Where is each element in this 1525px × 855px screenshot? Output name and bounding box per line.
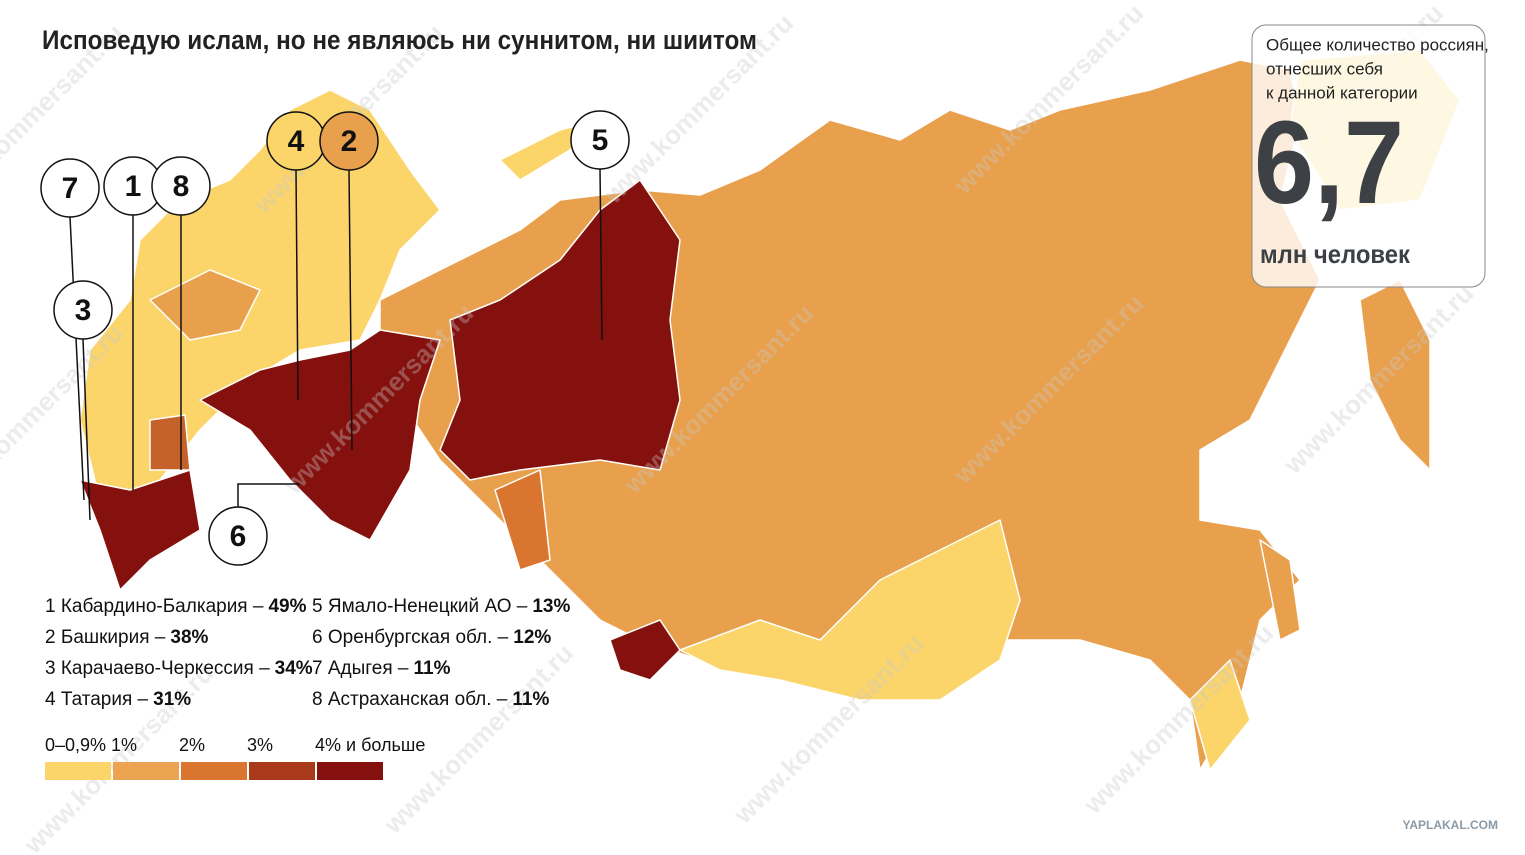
- callouts: 7 1 8 3 4 2 5 6: [40, 110, 630, 566]
- region-item: 2 Башкирия –38%: [45, 627, 209, 648]
- legend-swatch: [181, 762, 247, 780]
- region-item: 6 Оренбургская обл. –12%: [312, 627, 551, 648]
- legend-swatch: [113, 762, 179, 780]
- summary-value: 6,7: [1254, 97, 1404, 229]
- region-value: 12%: [513, 627, 551, 648]
- region-area: [494, 469, 551, 571]
- region-area: [679, 519, 1021, 701]
- callout-label: 7: [62, 172, 79, 205]
- region-value: 31%: [153, 689, 191, 710]
- callout-circle: [40, 158, 100, 218]
- region-name: 5 Ямало-Ненецкий АО –: [312, 596, 528, 617]
- callout-circle: [151, 156, 211, 216]
- title: Исповедую ислам, но не являюсь ни суннит…: [42, 25, 757, 55]
- region-item: 3 Карачаево-Черкессия –34%: [45, 658, 313, 679]
- region-item: 1 Кабардино-Балкария –49%: [45, 596, 307, 617]
- leader-line: [69, 216, 85, 501]
- watermark: www.kommersant.ru: [17, 658, 219, 855]
- callout-label: 2: [341, 125, 358, 158]
- region-value: 13%: [532, 596, 570, 617]
- callout-label: 5: [592, 124, 609, 157]
- callout-label: 3: [75, 294, 92, 327]
- summary-caption: к данной категории: [1266, 83, 1418, 102]
- summary-caption: отнесших себя: [1266, 59, 1383, 78]
- leader-line: [82, 338, 91, 521]
- legend-swatch: [45, 762, 111, 780]
- region-name: 8 Астраханская обл. –: [312, 689, 508, 710]
- region-area: [439, 179, 681, 481]
- region-name: 1 Кабардино-Балкария –: [45, 596, 264, 617]
- leader-line: [348, 169, 353, 451]
- region-name: 4 Татария –: [45, 689, 149, 710]
- region-area: [149, 414, 191, 471]
- legend-label: 2%: [179, 735, 205, 755]
- legend-label: 0–0,9%: [45, 735, 106, 755]
- legend-swatch: [249, 762, 315, 780]
- summary-unit: млн человек: [1260, 239, 1411, 269]
- region-item: 7 Адыгея –11%: [312, 658, 451, 679]
- region-area: [609, 619, 681, 681]
- region-name: 7 Адыгея –: [312, 658, 409, 679]
- callout-circle: [319, 111, 379, 171]
- region-item: 5 Ямало-Ненецкий АО –13%: [312, 596, 570, 617]
- callout-label: 4: [288, 125, 305, 158]
- legend-label: 4% и больше: [315, 735, 425, 755]
- source: YAPLAKAL.COM: [1402, 818, 1498, 832]
- callout-circle: [208, 506, 268, 566]
- region-name: 2 Башкирия –: [45, 627, 166, 648]
- callout-label: 8: [173, 170, 190, 203]
- region-list: 1 Кабардино-Балкария –49% 2 Башкирия –38%…: [45, 596, 570, 710]
- region-area: [199, 329, 441, 541]
- leader-line: [295, 169, 299, 401]
- region-name: 3 Карачаево-Черкессия –: [45, 658, 270, 679]
- region-area: [79, 469, 201, 591]
- region-value: 49%: [268, 596, 306, 617]
- legend-label: 3%: [247, 735, 273, 755]
- region-area: [149, 269, 261, 341]
- legend-label: 1%: [111, 735, 137, 755]
- legend: 0–0,9% 1% 2% 3% 4% и больше: [45, 735, 425, 780]
- region-item: 8 Астраханская обл. –11%: [312, 689, 549, 710]
- region-name: 6 Оренбургская обл. –: [312, 627, 509, 648]
- region-area: [1259, 539, 1301, 641]
- region-value: 11%: [413, 658, 450, 679]
- summary-box: Общее количество россиян, отнесших себя к …: [1251, 24, 1489, 288]
- region-value: 38%: [170, 627, 208, 648]
- legend-swatch: [317, 762, 383, 780]
- region-value: 34%: [275, 658, 313, 679]
- callout-circle: [570, 110, 630, 170]
- callout-label: 1: [125, 170, 142, 203]
- region-area: [1189, 659, 1251, 771]
- leader-line: [237, 483, 300, 507]
- summary-caption: Общее количество россиян,: [1266, 35, 1489, 54]
- region-item: 4 Татария –31%: [45, 689, 191, 710]
- callout-label: 6: [230, 520, 247, 553]
- leader-line: [599, 168, 603, 341]
- region-value: 11%: [512, 689, 549, 710]
- callout-circle: [53, 280, 113, 340]
- summary-frame: [1251, 24, 1486, 288]
